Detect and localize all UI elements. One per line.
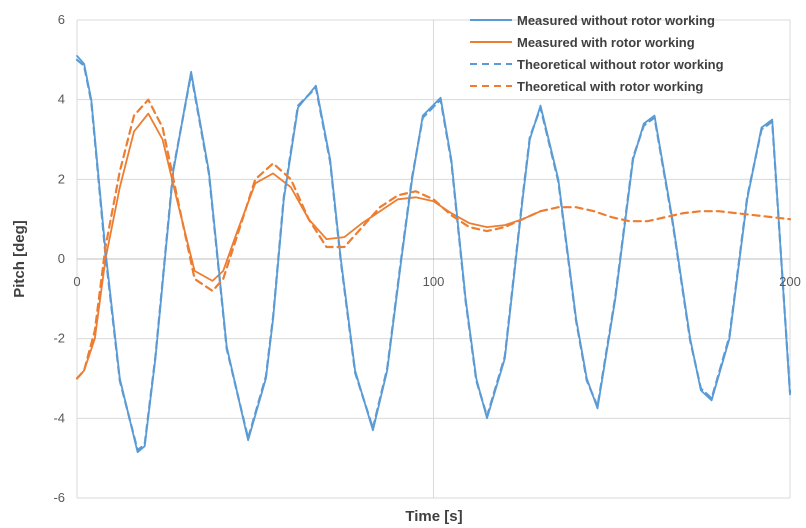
legend-label-3: Theoretical without rotor working (517, 57, 724, 72)
y-axis-title: Pitch [deg] (11, 220, 28, 298)
y-tick-label: 4 (58, 92, 65, 107)
series-lines (75, 55, 792, 454)
x-tick-label: 0 (73, 274, 80, 289)
series-line-4 (75, 98, 792, 380)
legend-label-2: Measured with rotor working (517, 35, 695, 50)
x-axis-title: Time [s] (405, 508, 462, 525)
y-tick-label: -6 (53, 490, 65, 505)
y-tick-label: 6 (58, 12, 65, 27)
y-tick-label: 0 (58, 251, 65, 266)
x-tick-label: 200 (779, 274, 801, 289)
tick-labels: -6 -4 -2 0 2 4 6 0 100 200 (53, 12, 800, 505)
series-line-2 (76, 112, 542, 380)
legend: Measured without rotor working Measured w… (470, 13, 724, 94)
legend-label-1: Measured without rotor working (517, 13, 715, 28)
y-tick-label: -4 (53, 410, 65, 425)
series-line-3 (75, 58, 792, 452)
y-tick-label: 2 (58, 171, 65, 186)
y-tick-label: -2 (53, 331, 65, 346)
legend-label-4: Theoretical with rotor working (517, 79, 703, 94)
x-tick-label: 100 (423, 274, 445, 289)
